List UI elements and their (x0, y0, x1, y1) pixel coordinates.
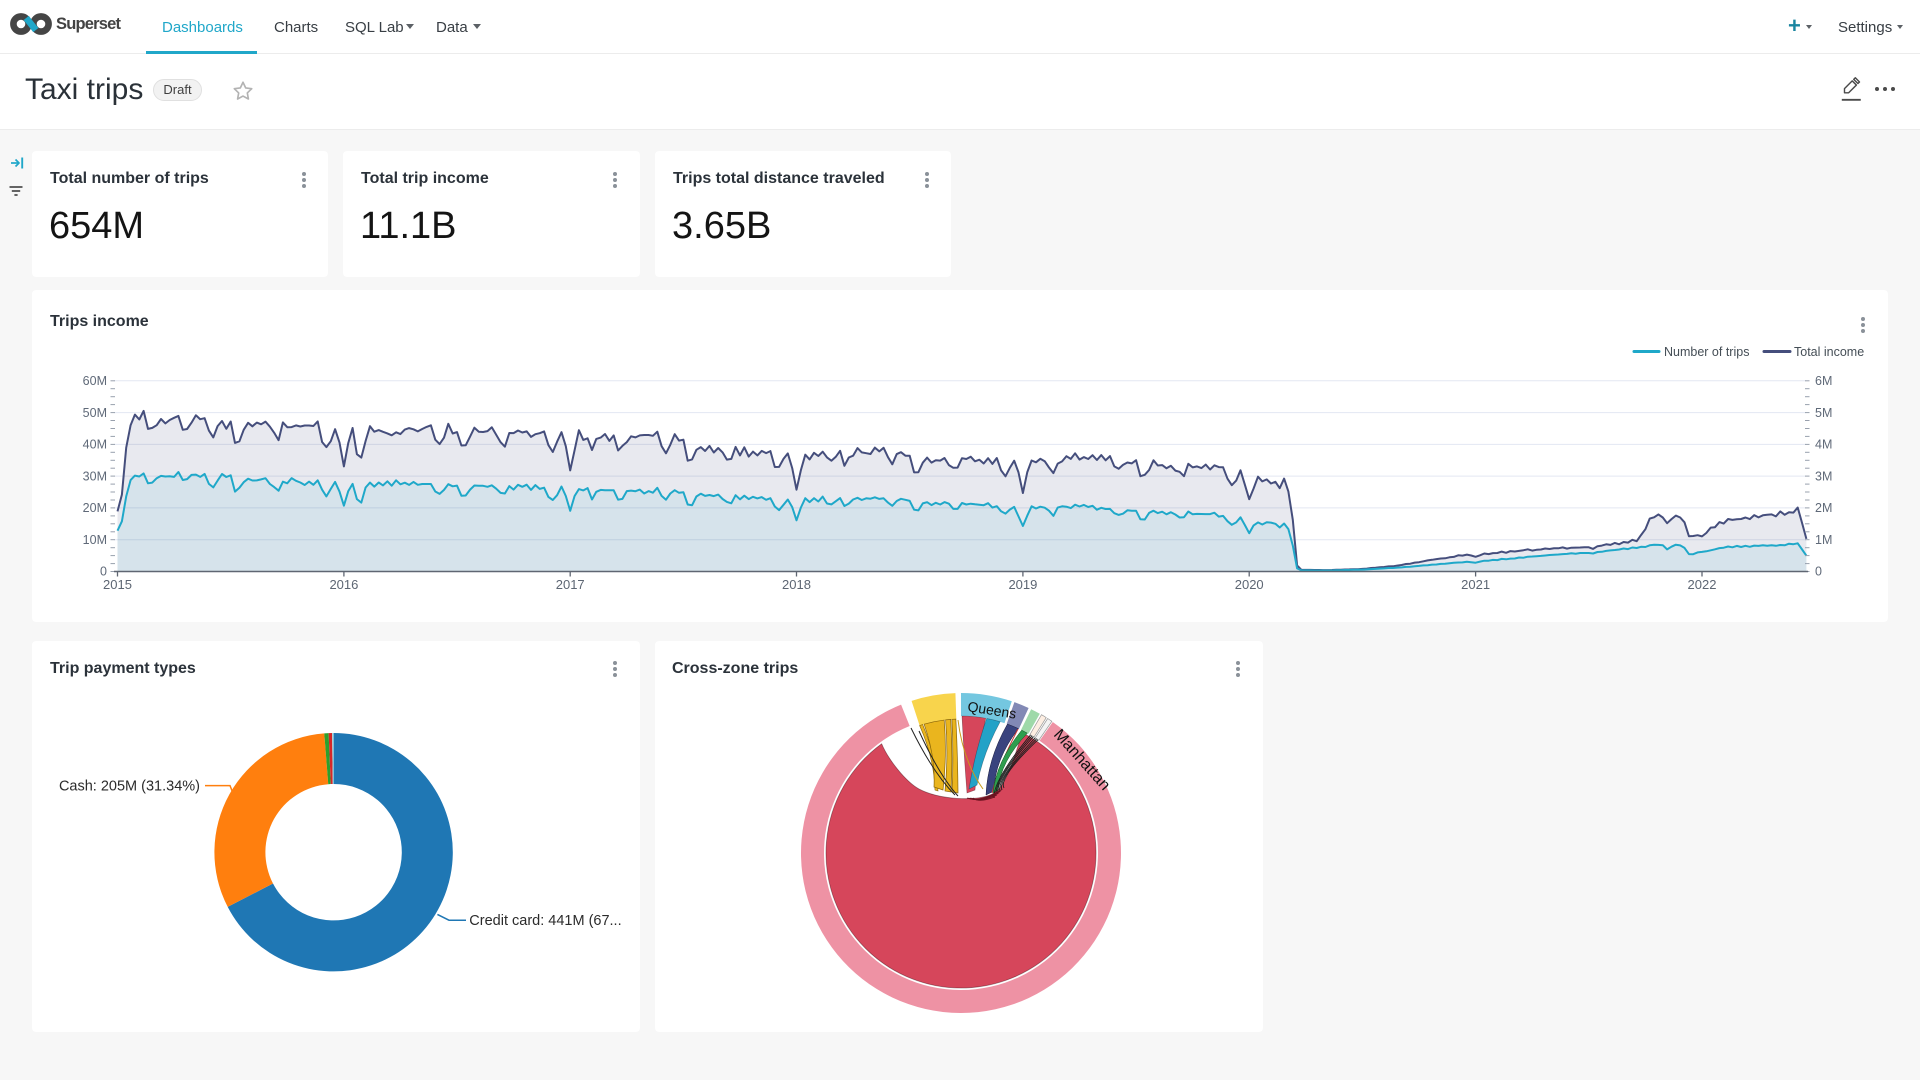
svg-text:2017: 2017 (556, 577, 585, 592)
svg-text:60M: 60M (83, 374, 107, 388)
svg-text:20M: 20M (83, 501, 107, 515)
svg-text:6M: 6M (1815, 374, 1832, 388)
svg-text:2018: 2018 (782, 577, 811, 592)
svg-text:2019: 2019 (1008, 577, 1037, 592)
svg-text:2021: 2021 (1461, 577, 1490, 592)
svg-text:5M: 5M (1815, 406, 1832, 420)
svg-text:0: 0 (100, 565, 107, 579)
svg-text:4M: 4M (1815, 438, 1832, 452)
svg-text:10M: 10M (83, 533, 107, 547)
svg-text:Total income: Total income (1794, 345, 1864, 359)
svg-text:2020: 2020 (1235, 577, 1264, 592)
svg-text:50M: 50M (83, 406, 107, 420)
svg-text:Queens: Queens (967, 698, 1018, 721)
svg-text:3M: 3M (1815, 469, 1832, 483)
svg-text:40M: 40M (83, 438, 107, 452)
svg-text:2016: 2016 (329, 577, 358, 592)
svg-text:Cash: 205M (31.34%): Cash: 205M (31.34%) (59, 779, 200, 795)
svg-text:2022: 2022 (1688, 577, 1717, 592)
svg-text:1M: 1M (1815, 533, 1832, 547)
svg-text:0: 0 (1815, 565, 1822, 579)
svg-text:2015: 2015 (103, 577, 132, 592)
svg-text:2M: 2M (1815, 501, 1832, 515)
svg-text:Number of trips: Number of trips (1664, 345, 1749, 359)
svg-text:Credit card: 441M (67...: Credit card: 441M (67... (469, 913, 621, 929)
svg-text:30M: 30M (83, 469, 107, 483)
